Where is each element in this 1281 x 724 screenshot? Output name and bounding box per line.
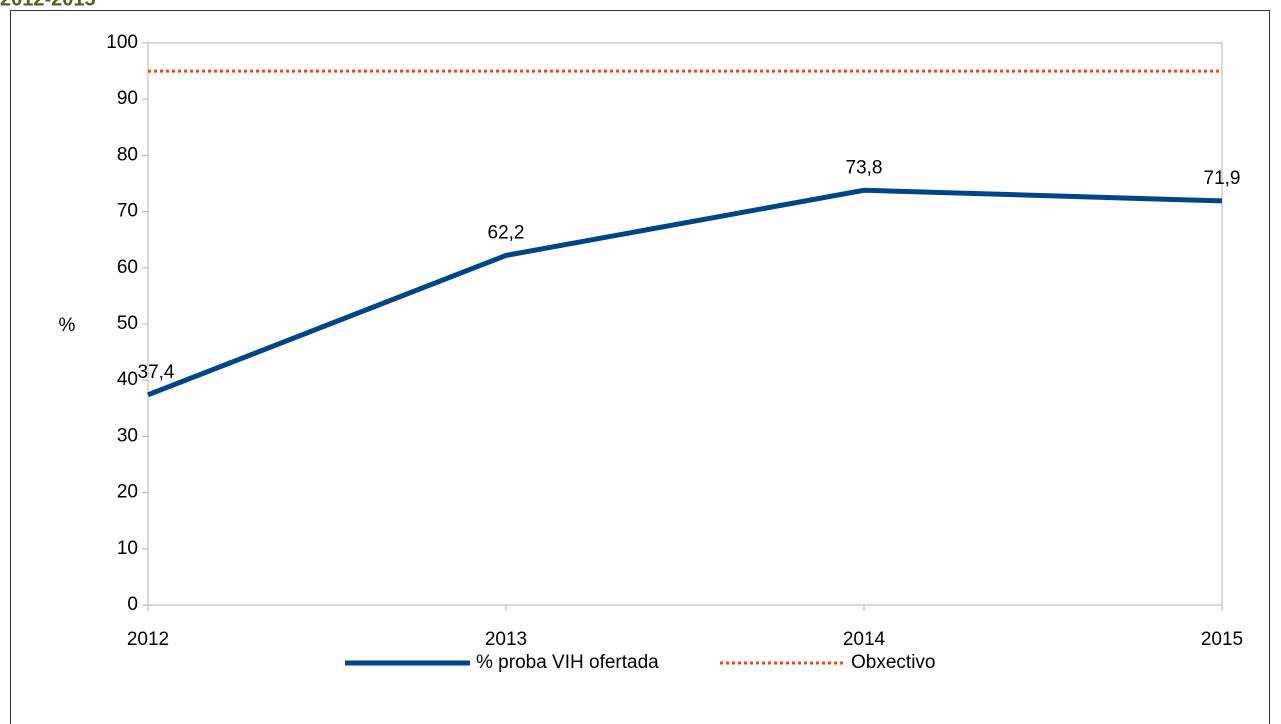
- x-tick-label: 2015: [1201, 629, 1243, 650]
- y-tick-label: 100: [106, 32, 138, 53]
- y-tick-label: 50: [117, 313, 138, 334]
- y-axis-label: %: [59, 315, 76, 336]
- data-label: 37,4: [138, 362, 175, 383]
- chart-title: 2012-2015: [0, 0, 96, 10]
- x-tick-label: 2014: [843, 629, 886, 650]
- x-tick-label: 2012: [127, 629, 169, 650]
- y-tick-label: 70: [117, 201, 138, 222]
- y-tick-label: 20: [117, 482, 138, 503]
- data-label: 73,8: [846, 157, 883, 178]
- y-tick-label: 40: [117, 369, 138, 390]
- y-tick-label: 90: [117, 88, 138, 109]
- y-tick-label: 80: [117, 144, 138, 165]
- y-tick-label: 0: [127, 594, 138, 615]
- legend-label: % proba VIH ofertada: [476, 652, 659, 673]
- data-label: 71,9: [1204, 168, 1241, 189]
- legend-label: Obxectivo: [851, 652, 935, 673]
- y-tick-label: 30: [117, 425, 138, 446]
- data-label: 62,2: [488, 222, 525, 243]
- plot-area: [147, 42, 1223, 606]
- y-tick-label: 60: [117, 257, 138, 278]
- chart-frame: [10, 10, 1270, 724]
- y-tick-label: 10: [117, 538, 138, 559]
- series-line: [147, 187, 1223, 398]
- x-tick-label: 2013: [485, 629, 527, 650]
